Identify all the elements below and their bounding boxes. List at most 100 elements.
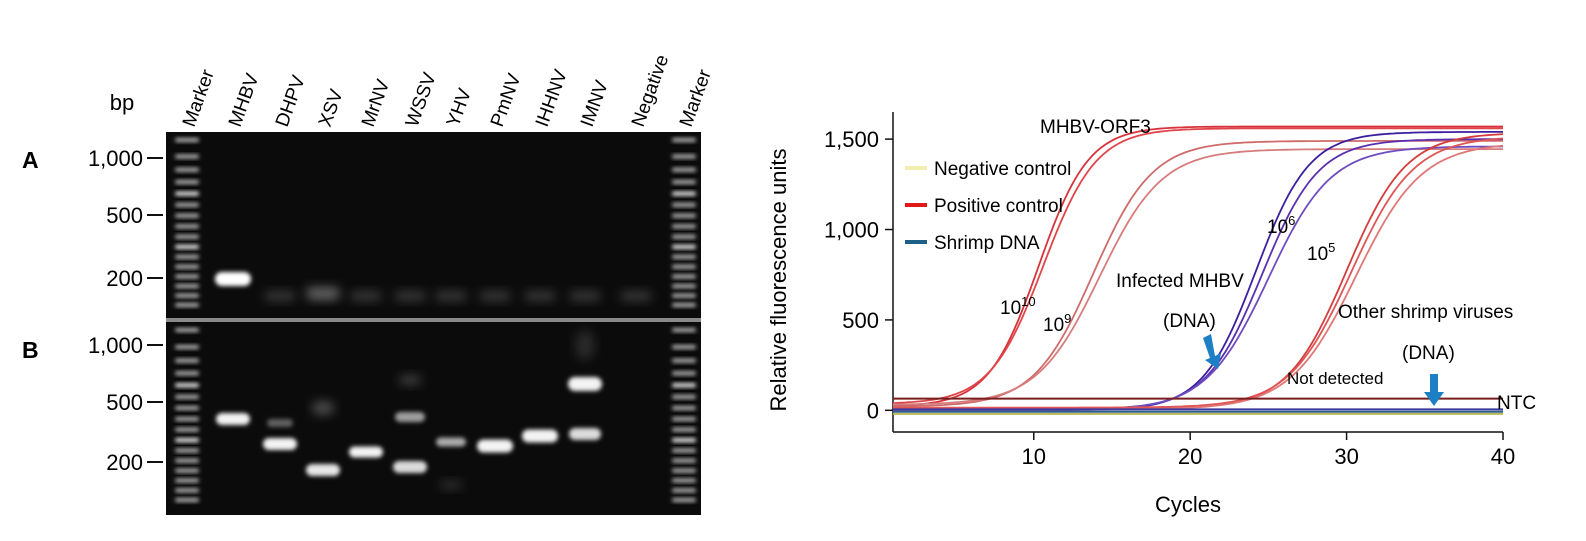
ladder-band [672,167,696,172]
ladder-band [672,358,696,363]
ladder-band [175,274,199,279]
ladder-band [672,202,696,207]
ladder-band [672,303,696,307]
lane-label: YHV [443,86,476,130]
size-tick-label: 200 [106,266,143,291]
lane-label: Marker [676,66,716,129]
gel-band [477,439,513,453]
gel-band [568,377,602,391]
ladder-band [175,191,199,196]
x-ticks: 10 20 30 40 [1022,432,1515,469]
gel-image-b [166,322,701,515]
lane-label: IMNV [577,78,613,130]
y-ticks: 0 500 1,000 1,500 [824,127,893,423]
ladder-band [672,438,696,443]
ladder-band [672,234,696,239]
x-tick-label: 30 [1334,444,1358,469]
conc-label-1e10: 1010 [1000,294,1036,319]
x-axis-label: Cycles [1155,492,1221,517]
ladder-band [175,498,199,502]
ladder-band [672,416,696,421]
ladder-band [175,394,199,399]
conc-label-1e6: 106 [1267,213,1295,238]
ladder-band [175,448,199,453]
ladder-band [175,167,199,172]
other-viruses-label: Other shrimp viruses [1338,302,1513,323]
ladder-band [175,264,199,269]
panel-a-size-ticks: 1,000 500 200 [88,146,163,291]
gel-bands [175,138,696,502]
size-tick-label: 200 [106,450,143,475]
ladder-band [175,358,199,363]
gel-band [306,286,340,298]
ladder-band [672,328,696,332]
lane-label: IHHNV [532,67,572,130]
gel-band [394,291,426,301]
gel-band [215,272,251,286]
ladder-band [672,371,696,376]
gel-band [440,481,462,489]
arrow-down-icon [1203,334,1221,369]
arrow-icon [1203,334,1221,369]
gel-band [306,464,340,476]
gel-band [524,291,556,301]
panel-a-label: A [22,147,39,173]
panel-b-size-ticks: 1,000 500 200 [88,333,163,475]
ladder-band [175,234,199,239]
ladder-band [672,427,696,432]
ladder-band [672,448,696,453]
ladder-band [672,138,696,142]
ladder-band [175,202,199,207]
ladder-band [672,468,696,473]
ladder-band [672,394,696,399]
ladder-band [672,274,696,279]
ladder-band [175,478,199,483]
panel-b-label: B [22,337,39,363]
arrow-icon [1424,374,1444,406]
gel-band [216,413,250,425]
gel-band [264,291,296,301]
legend-label-shrimp-dna: Shrimp DNA [934,233,1040,254]
gel-band [350,291,382,301]
ladder-band [672,383,696,388]
ladder-band [175,371,199,376]
gel-band [399,375,421,385]
ladder-band [672,244,696,249]
ladder-band [175,138,199,142]
x-tick-label: 40 [1491,444,1515,469]
ntc-label: NTC [1497,393,1536,414]
y-tick-label: 1,500 [824,127,879,152]
ladder-band [672,293,696,298]
ladder-band [175,284,199,289]
ladder-band [672,254,696,259]
y-tick-label: 0 [867,398,879,423]
gel-band [349,446,383,458]
lane-label: MHBV [225,71,264,130]
curve-positive [893,148,1503,406]
ladder-band [175,224,199,229]
gel-band [435,291,467,301]
gel-band [479,291,511,301]
ladder-band [175,458,199,463]
ladder-band [672,478,696,483]
gel-band [263,438,297,450]
ladder-band [175,213,199,218]
ladder-band [672,213,696,218]
ladder-band [175,328,199,332]
not-detected-label: Not detected [1287,369,1383,388]
ladder-band [175,488,199,493]
ladder-band [175,383,199,388]
x-tick-label: 10 [1022,444,1046,469]
ladder-band [175,254,199,259]
lane-label: Negative [628,52,673,130]
chart-title: MHBV-ORF3 [1040,117,1151,138]
infected-mhbv-label: Infected MHBV [1116,271,1244,292]
legend-label-positive-control: Positive control [934,196,1063,217]
size-tick-label: 1,000 [88,333,143,358]
ladder-band [672,154,696,159]
ladder-band [672,180,696,185]
size-tick-label: 500 [106,390,143,415]
gel-band [575,330,595,360]
legend: Negative control Positive control Shrimp… [905,159,1071,254]
